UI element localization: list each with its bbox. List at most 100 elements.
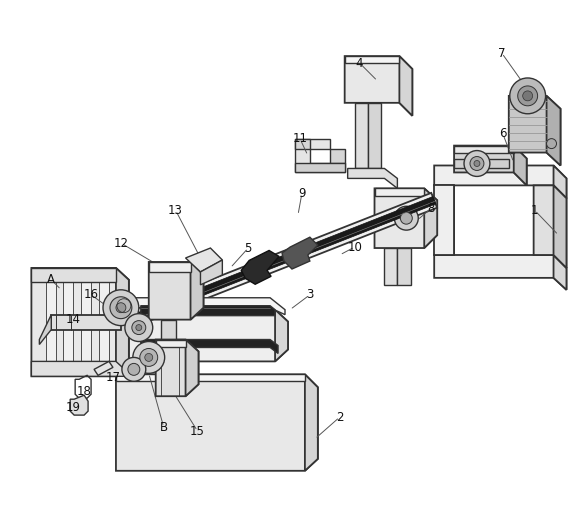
Polygon shape: [275, 310, 288, 361]
Circle shape: [510, 78, 546, 114]
Text: 16: 16: [84, 288, 98, 301]
Circle shape: [140, 348, 158, 367]
Text: B: B: [160, 420, 168, 433]
Polygon shape: [81, 383, 87, 391]
Polygon shape: [200, 260, 223, 285]
Polygon shape: [434, 186, 454, 255]
Polygon shape: [156, 340, 198, 396]
Polygon shape: [514, 146, 527, 186]
Text: 19: 19: [66, 401, 81, 414]
Polygon shape: [282, 237, 318, 269]
Polygon shape: [305, 374, 318, 471]
Circle shape: [518, 86, 538, 106]
Text: 8: 8: [427, 202, 435, 215]
Circle shape: [110, 297, 132, 318]
Polygon shape: [111, 310, 288, 361]
Text: 10: 10: [347, 240, 362, 254]
Polygon shape: [534, 186, 566, 268]
Circle shape: [547, 138, 557, 149]
Polygon shape: [46, 268, 56, 376]
Polygon shape: [51, 315, 121, 330]
Polygon shape: [375, 189, 437, 248]
Text: 3: 3: [306, 288, 313, 301]
Polygon shape: [509, 96, 561, 165]
Polygon shape: [241, 250, 279, 284]
Polygon shape: [185, 248, 223, 272]
Circle shape: [132, 320, 146, 335]
Polygon shape: [454, 146, 527, 186]
Text: 13: 13: [168, 204, 183, 216]
Text: 5: 5: [244, 241, 252, 255]
Polygon shape: [149, 262, 204, 319]
Text: 1: 1: [531, 204, 538, 216]
Polygon shape: [141, 340, 278, 353]
Polygon shape: [554, 165, 566, 198]
Text: 17: 17: [105, 371, 121, 384]
Polygon shape: [345, 56, 399, 63]
Polygon shape: [133, 193, 437, 325]
Polygon shape: [31, 268, 129, 376]
Polygon shape: [116, 374, 318, 471]
Text: A: A: [47, 273, 55, 286]
Circle shape: [470, 157, 484, 170]
Text: 14: 14: [66, 313, 81, 326]
Polygon shape: [424, 189, 437, 248]
Circle shape: [103, 290, 139, 325]
Text: 4: 4: [356, 57, 363, 69]
Text: 7: 7: [498, 47, 506, 60]
Text: 2: 2: [336, 411, 343, 424]
Circle shape: [128, 364, 140, 375]
Circle shape: [145, 353, 153, 361]
Text: 18: 18: [77, 385, 92, 397]
Polygon shape: [81, 268, 91, 376]
Circle shape: [400, 212, 412, 224]
Polygon shape: [161, 319, 176, 344]
Polygon shape: [141, 306, 275, 316]
Polygon shape: [116, 268, 129, 376]
Polygon shape: [368, 103, 382, 168]
Polygon shape: [384, 248, 398, 285]
Polygon shape: [295, 138, 345, 172]
Polygon shape: [39, 315, 51, 344]
Polygon shape: [434, 165, 566, 198]
Text: 6: 6: [499, 127, 507, 140]
Polygon shape: [94, 361, 113, 375]
Circle shape: [474, 161, 480, 166]
Polygon shape: [547, 96, 561, 165]
Polygon shape: [348, 168, 398, 189]
Polygon shape: [99, 268, 109, 376]
Polygon shape: [134, 197, 436, 321]
Polygon shape: [375, 189, 424, 196]
Polygon shape: [190, 262, 204, 319]
Polygon shape: [31, 268, 116, 282]
Circle shape: [122, 357, 146, 381]
Polygon shape: [399, 56, 412, 116]
Polygon shape: [434, 255, 566, 290]
Circle shape: [523, 91, 533, 101]
Polygon shape: [554, 255, 566, 290]
Circle shape: [464, 151, 490, 176]
Circle shape: [136, 324, 142, 331]
Polygon shape: [111, 298, 285, 315]
Circle shape: [133, 342, 165, 373]
Polygon shape: [345, 56, 412, 116]
Circle shape: [116, 303, 126, 313]
Polygon shape: [149, 262, 190, 272]
Text: 9: 9: [298, 187, 305, 200]
Polygon shape: [355, 103, 368, 168]
Text: 11: 11: [292, 132, 307, 145]
Polygon shape: [295, 163, 345, 172]
Circle shape: [125, 314, 153, 342]
Polygon shape: [156, 340, 185, 347]
Text: 15: 15: [190, 424, 205, 438]
Polygon shape: [330, 149, 345, 163]
Polygon shape: [398, 248, 411, 285]
Polygon shape: [31, 361, 129, 376]
Polygon shape: [70, 395, 88, 415]
Polygon shape: [295, 138, 310, 149]
Circle shape: [395, 206, 418, 230]
Polygon shape: [63, 268, 73, 376]
Text: 12: 12: [113, 237, 128, 249]
Polygon shape: [554, 186, 566, 268]
Polygon shape: [454, 146, 514, 153]
